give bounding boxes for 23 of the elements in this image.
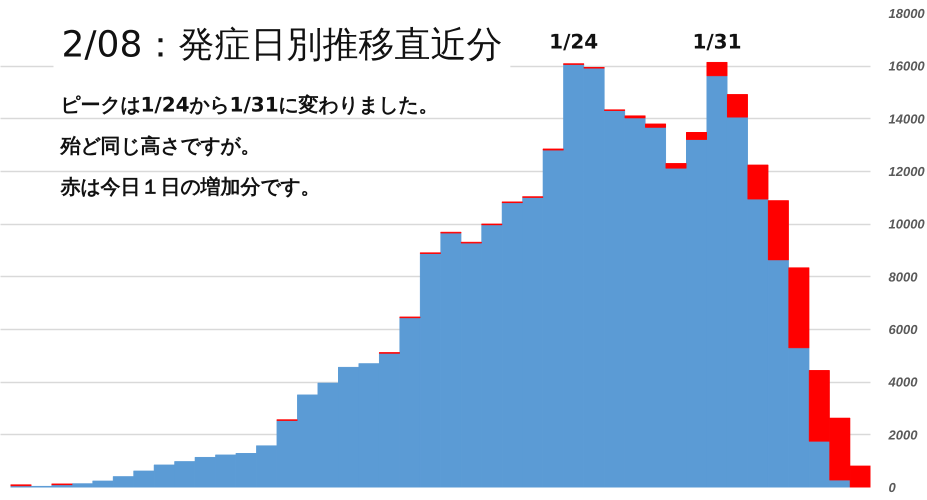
bar <box>624 115 646 118</box>
annotation: 赤は今日１日の増加分です。 <box>60 174 320 199</box>
y-tick-label: 12000 <box>888 164 926 179</box>
bar <box>706 62 728 76</box>
y-tick-label: 8000 <box>888 269 918 284</box>
y-tick-label: 2000 <box>888 427 918 442</box>
bar <box>788 267 810 348</box>
annotation: 殆ど同じ高さですが。 <box>60 134 260 158</box>
y-tick-label: 0 <box>888 480 896 495</box>
y-tick-label: 10000 <box>888 216 926 232</box>
bar <box>645 124 666 128</box>
y-tick-label: 16000 <box>888 58 926 74</box>
bar <box>666 163 687 169</box>
y-tick-label: 6000 <box>888 322 918 337</box>
x-tick-label: 1/31 <box>692 30 742 54</box>
chart-title: 2/08：発症日別推移直近分 <box>62 24 502 66</box>
y-tick-label: 18000 <box>888 6 926 21</box>
bar <box>726 94 748 118</box>
annotation: ピークは1/24から1/31に変わりました。 <box>60 92 439 117</box>
bar <box>686 132 707 140</box>
x-tick-label: 1/24 <box>549 30 598 54</box>
y-tick-label: 4000 <box>888 374 918 390</box>
y-tick-label: 14000 <box>888 111 926 126</box>
